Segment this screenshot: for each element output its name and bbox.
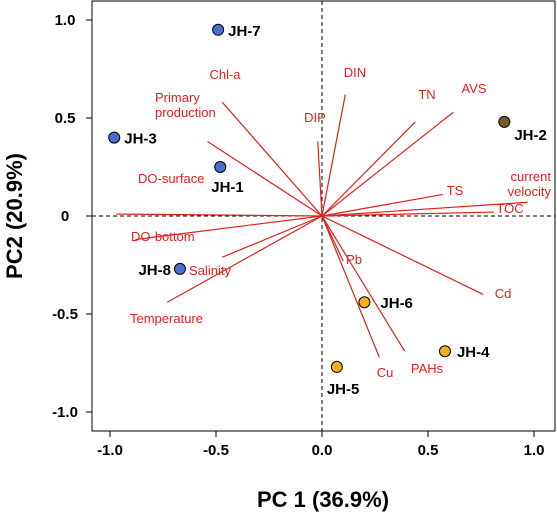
vector-label-tn: TN bbox=[418, 87, 435, 102]
vector-line-din bbox=[321, 94, 346, 217]
vector-label-cd: Cd bbox=[495, 286, 512, 301]
vector-line-tn bbox=[321, 121, 416, 217]
site-point-jh-4 bbox=[438, 345, 451, 358]
vector-line-salinity bbox=[222, 215, 323, 258]
site-label-jh-1: JH-1 bbox=[211, 179, 244, 196]
vector-line-temperature bbox=[166, 215, 323, 303]
vector-line-dip bbox=[317, 141, 323, 217]
vector-label-cu: Cu bbox=[377, 365, 394, 380]
x-axis-title: PC 1 (36.9%) bbox=[257, 487, 389, 512]
vector-line-do-bottom bbox=[135, 215, 323, 241]
vector-line-chl-a bbox=[221, 101, 323, 217]
y-tick-label: 0.5 bbox=[55, 110, 76, 127]
vector-label-toc: TOC bbox=[496, 201, 523, 216]
x-tick-label: -0.5 bbox=[203, 442, 229, 459]
vector-label-primary-production: Primary bbox=[155, 90, 200, 105]
vector-line-cd bbox=[321, 215, 484, 295]
x-tick-label: -1.0 bbox=[97, 442, 123, 459]
vector-label-current-velocity: current bbox=[511, 169, 552, 184]
vector-line-current-velocity bbox=[321, 201, 528, 217]
vector-label-do-bottom: DO-bottom bbox=[131, 229, 195, 244]
site-label-jh-3: JH-3 bbox=[124, 131, 157, 148]
vector-label-din: DIN bbox=[344, 65, 366, 80]
vector-line-ts bbox=[321, 193, 443, 217]
vector-label-dip: DIP bbox=[304, 110, 326, 125]
site-label-jh-4: JH-4 bbox=[457, 344, 490, 361]
vector-line-pahs bbox=[321, 215, 406, 352]
y-tick-label: -0.5 bbox=[52, 306, 78, 323]
x-tick-label: 1.0 bbox=[524, 442, 545, 459]
vector-line-avs bbox=[321, 111, 454, 217]
vector-label-current-velocity: velocity bbox=[508, 184, 552, 199]
site-label-jh-2: JH-2 bbox=[514, 127, 547, 144]
site-label-jh-7: JH-7 bbox=[228, 23, 261, 40]
y-tick-label: 0 bbox=[61, 208, 69, 225]
vector-line-cu bbox=[321, 215, 380, 358]
vector-label-do-surface: DO-surface bbox=[138, 171, 204, 186]
vector-label-avs: AVS bbox=[461, 81, 486, 96]
site-point-jh-2 bbox=[498, 115, 511, 128]
vector-label-pahs: PAHs bbox=[411, 361, 444, 376]
x-tick-label: 0.5 bbox=[418, 442, 439, 459]
x-tick-label: 0.0 bbox=[312, 442, 333, 459]
site-label-jh-6: JH-6 bbox=[380, 295, 413, 312]
vector-label-primary-production: production bbox=[155, 105, 216, 120]
site-point-jh-3 bbox=[108, 131, 121, 144]
site-point-jh-8 bbox=[173, 262, 186, 275]
vector-line-primary-production bbox=[207, 141, 323, 217]
site-points: JH-7 JH-3 JH-1 JH-8 JH-2 JH-6 JH-4 JH-5 bbox=[108, 23, 547, 398]
site-label-jh-8: JH-8 bbox=[138, 262, 171, 279]
site-point-jh-7 bbox=[212, 23, 225, 36]
vector-label-salinity: Salinity bbox=[189, 263, 231, 278]
vector-line-toc bbox=[321, 211, 494, 217]
y-tick-label: 1.0 bbox=[55, 12, 76, 29]
axis-ticks: -1.0 -0.5 0.0 0.5 1.0 1.0 0.5 0 -0.5 -1.0 bbox=[52, 12, 544, 459]
y-axis-title: PC2 (20.9%) bbox=[2, 153, 27, 279]
vector-label-pb: Pb bbox=[346, 252, 362, 267]
site-label-jh-5: JH-5 bbox=[327, 381, 360, 398]
vector-label-ts: TS bbox=[447, 183, 464, 198]
site-point-jh-6 bbox=[358, 296, 371, 309]
site-point-jh-1 bbox=[214, 161, 227, 173]
y-tick-label: -1.0 bbox=[52, 404, 78, 421]
site-point-jh-5 bbox=[330, 360, 343, 373]
vector-label-temperature: Temperature bbox=[130, 311, 203, 326]
vector-label-chl-a: Chl-a bbox=[209, 67, 241, 82]
vector-line-do-surface bbox=[116, 213, 323, 217]
